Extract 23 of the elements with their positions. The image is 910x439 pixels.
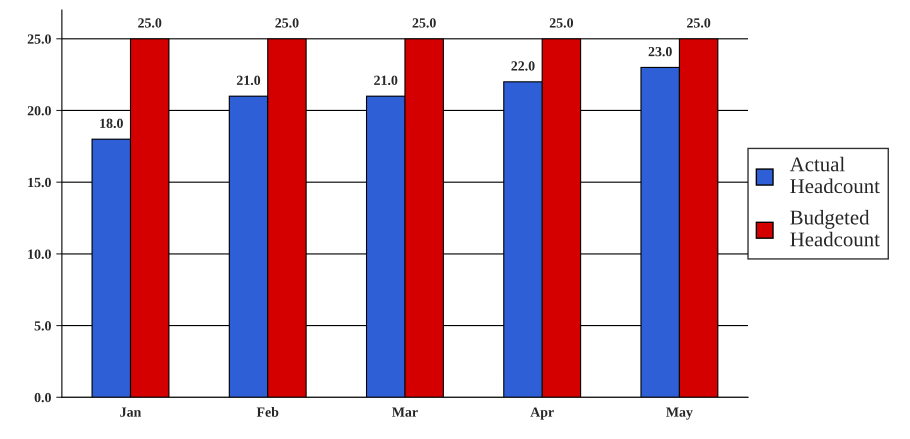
data-label: 25.0 <box>275 18 299 28</box>
y-tick-label: 25.0 <box>28 34 51 44</box>
x-tick-label: Mar <box>392 408 418 417</box>
x-tick-label: Feb <box>256 407 278 417</box>
data-label: 18.0 <box>100 118 123 128</box>
data-label: 25.0 <box>550 18 574 28</box>
y-tick-label: 20.0 <box>28 106 51 116</box>
y-tick-label: 5.0 <box>34 321 51 331</box>
data-label: 22.0 <box>511 61 535 71</box>
data-label: 21.0 <box>236 76 260 86</box>
data-label: 25.0 <box>138 18 162 28</box>
y-tick-label: 15.0 <box>28 178 51 188</box>
y-tick-label: 10.0 <box>28 249 51 259</box>
legend-label: Actual Headcount <box>790 156 880 194</box>
x-tick-label: Jan <box>120 408 142 417</box>
data-label: 25.0 <box>412 18 436 28</box>
data-label: 23.0 <box>648 46 672 56</box>
data-label: 21.0 <box>374 76 398 86</box>
x-tick-label: May <box>666 408 693 420</box>
y-tick-label: 0.0 <box>34 392 51 402</box>
data-label: 25.0 <box>687 18 710 28</box>
legend-label: Budgeted Headcount <box>790 210 880 246</box>
x-tick-label: Apr <box>530 407 554 420</box>
